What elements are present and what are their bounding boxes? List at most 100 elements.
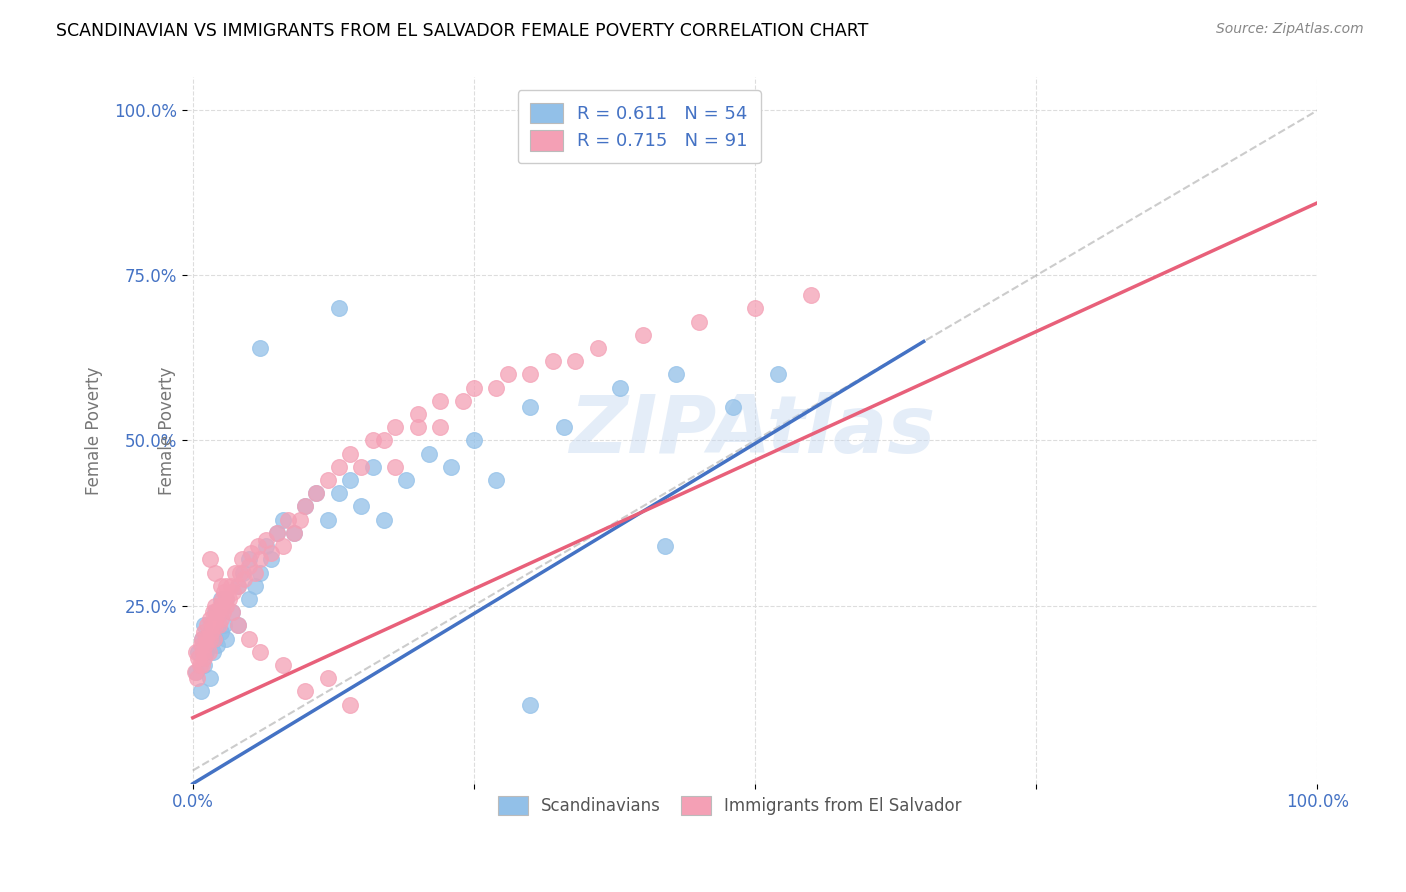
- Point: [744, 301, 766, 316]
- Point: [429, 393, 451, 408]
- Point: [288, 513, 311, 527]
- Point: [373, 513, 395, 527]
- Point: [190, 632, 212, 646]
- Point: [190, 632, 212, 646]
- Point: [238, 591, 260, 606]
- Point: [198, 671, 221, 685]
- Point: [260, 552, 283, 566]
- Point: [224, 566, 246, 580]
- Point: [609, 381, 631, 395]
- Point: [207, 605, 229, 619]
- Point: [231, 552, 253, 566]
- Point: [215, 591, 238, 606]
- Point: [271, 657, 294, 672]
- Text: ZIPAtlas: ZIPAtlas: [569, 392, 935, 469]
- Point: [197, 645, 219, 659]
- Point: [219, 579, 242, 593]
- Point: [187, 651, 209, 665]
- Point: [238, 558, 260, 573]
- Point: [463, 381, 485, 395]
- Point: [294, 684, 316, 698]
- Point: [654, 539, 676, 553]
- Point: [204, 632, 226, 646]
- Point: [184, 665, 207, 679]
- Point: [283, 525, 305, 540]
- Point: [271, 539, 294, 553]
- Point: [266, 525, 288, 540]
- Point: [631, 327, 654, 342]
- Point: [211, 591, 233, 606]
- Point: [384, 459, 406, 474]
- Point: [209, 624, 232, 639]
- Y-axis label: Female Poverty: Female Poverty: [86, 367, 103, 495]
- Point: [339, 698, 361, 712]
- Point: [222, 585, 245, 599]
- Point: [243, 566, 266, 580]
- Point: [204, 605, 226, 619]
- Point: [201, 605, 224, 619]
- Point: [766, 368, 789, 382]
- Point: [201, 618, 224, 632]
- Point: [249, 552, 271, 566]
- Point: [463, 434, 485, 448]
- Point: [451, 393, 474, 408]
- Point: [254, 539, 277, 553]
- Point: [384, 420, 406, 434]
- Point: [328, 459, 350, 474]
- Point: [238, 552, 260, 566]
- Point: [406, 407, 429, 421]
- Point: [316, 513, 339, 527]
- Point: [361, 459, 384, 474]
- Point: [243, 579, 266, 593]
- Point: [209, 579, 232, 593]
- Point: [204, 618, 226, 632]
- Point: [193, 624, 215, 639]
- Point: [238, 632, 260, 646]
- Point: [226, 579, 249, 593]
- Legend: Scandinavians, Immigrants from El Salvador: Scandinavians, Immigrants from El Salvad…: [488, 786, 972, 825]
- Point: [373, 434, 395, 448]
- Point: [260, 546, 283, 560]
- Point: [232, 566, 254, 580]
- Point: [277, 513, 299, 527]
- Point: [249, 341, 271, 355]
- Text: Source: ZipAtlas.com: Source: ZipAtlas.com: [1216, 22, 1364, 37]
- Point: [395, 473, 418, 487]
- Point: [688, 315, 710, 329]
- Point: [721, 401, 744, 415]
- Point: [350, 500, 373, 514]
- Point: [205, 612, 228, 626]
- Point: [339, 473, 361, 487]
- Point: [198, 552, 221, 566]
- Point: [191, 645, 214, 659]
- Point: [215, 632, 238, 646]
- Point: [212, 618, 235, 632]
- Point: [266, 525, 288, 540]
- Point: [198, 632, 221, 646]
- Point: [249, 566, 271, 580]
- Point: [193, 618, 215, 632]
- Point: [188, 657, 211, 672]
- Point: [249, 645, 271, 659]
- Point: [226, 579, 249, 593]
- Point: [186, 671, 208, 685]
- Point: [193, 651, 215, 665]
- Point: [305, 486, 328, 500]
- Point: [316, 671, 339, 685]
- Point: [485, 381, 508, 395]
- Point: [207, 618, 229, 632]
- Point: [212, 585, 235, 599]
- Point: [553, 420, 575, 434]
- Point: [271, 513, 294, 527]
- Point: [194, 638, 217, 652]
- Point: [233, 572, 256, 586]
- Point: [246, 539, 269, 553]
- Text: SCANDINAVIAN VS IMMIGRANTS FROM EL SALVADOR FEMALE POVERTY CORRELATION CHART: SCANDINAVIAN VS IMMIGRANTS FROM EL SALVA…: [56, 22, 869, 40]
- Point: [207, 638, 229, 652]
- Point: [204, 566, 226, 580]
- Point: [190, 684, 212, 698]
- Point: [204, 599, 226, 613]
- Point: [184, 645, 207, 659]
- Point: [586, 341, 609, 355]
- Point: [195, 645, 218, 659]
